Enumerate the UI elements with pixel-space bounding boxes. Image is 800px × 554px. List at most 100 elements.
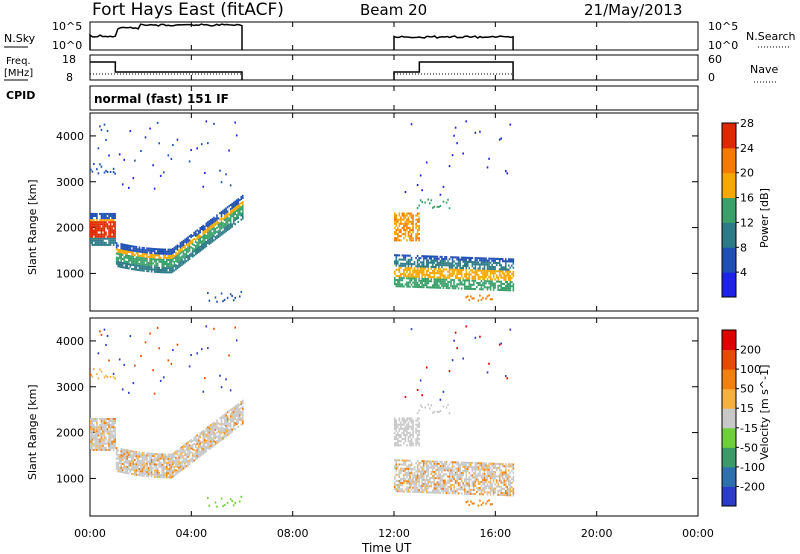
power-cell (415, 273, 417, 276)
velocity-cell (185, 452, 188, 455)
power-cell (463, 264, 466, 268)
velocity-cell (162, 457, 165, 460)
power-cell (448, 272, 451, 275)
velocity-cell (504, 473, 507, 476)
velocity-cell (447, 403, 449, 406)
power-cell (214, 236, 217, 239)
power-cell (129, 259, 132, 262)
velocity-cell (462, 357, 464, 360)
velocity-cell (100, 448, 103, 451)
velocity-cell (217, 434, 220, 437)
velocity-cell (118, 458, 121, 461)
velocity-cell (504, 483, 507, 486)
power-cell (112, 237, 115, 240)
velocity-cell (108, 426, 110, 429)
power-cell (457, 262, 460, 265)
velocity-cell (428, 462, 431, 465)
power-cell (204, 238, 206, 241)
velocity-cell (439, 491, 442, 494)
power-cell (117, 244, 119, 247)
velocity-cell (146, 454, 148, 457)
velocity-data (90, 325, 515, 508)
power-cell (159, 258, 162, 261)
velocity-cell (114, 438, 116, 441)
power-cell (204, 242, 206, 245)
velocity-cell (436, 487, 439, 490)
power-cell (99, 227, 101, 230)
velocity-cell (129, 449, 132, 453)
power-cell (489, 270, 492, 273)
power-cell (225, 219, 227, 222)
power-cell (96, 235, 98, 238)
power-cell (134, 159, 136, 162)
power-cell (216, 300, 218, 303)
velocity-cell (194, 450, 197, 453)
power-cell (445, 256, 448, 259)
power-cell (131, 257, 133, 260)
velocity-cell (444, 463, 446, 466)
velocity-cell (166, 455, 168, 458)
power-cell (153, 266, 156, 269)
velocity-cell (442, 473, 445, 476)
velocity-cell (153, 453, 156, 456)
velocity-cell (511, 469, 513, 472)
power-cell (395, 224, 398, 227)
velocity-cell (468, 482, 471, 485)
power-cell (409, 214, 411, 217)
velocity-cell (97, 438, 100, 441)
velocity-cell (450, 473, 452, 476)
velocity-cell (144, 464, 147, 467)
power-cell (433, 280, 436, 283)
velocity-cell (398, 473, 401, 476)
velocity-cell (416, 476, 419, 479)
power-cell (468, 287, 471, 290)
velocity-cell (132, 462, 135, 465)
power-cell (400, 264, 402, 267)
velocity-cell (131, 450, 133, 453)
power-cell (488, 259, 490, 262)
power-cell (468, 283, 471, 286)
power-cell (448, 280, 451, 283)
velocity-cell (103, 428, 106, 431)
power-cell (120, 259, 122, 262)
power-cell (146, 257, 148, 260)
power-cell (409, 275, 411, 278)
velocity-cell (498, 469, 501, 472)
velocity-cell (191, 454, 194, 457)
velocity-cell (489, 481, 492, 484)
velocity-cell (460, 473, 463, 477)
power-cell (129, 130, 132, 133)
velocity-cell (407, 474, 410, 477)
colorbar-frame (721, 329, 737, 507)
velocity-cell (404, 429, 407, 432)
velocity-cell (120, 458, 122, 461)
velocity-cell (506, 465, 509, 468)
power-cell (491, 267, 493, 271)
velocity-cell (156, 453, 159, 456)
power-cell (187, 238, 189, 241)
velocity-cell (485, 491, 487, 494)
power-cell (169, 256, 171, 259)
velocity-cell (428, 491, 431, 494)
velocity-cell (442, 475, 445, 478)
power-cell (187, 236, 189, 239)
velocity-cell (242, 420, 244, 423)
power-cell (94, 237, 97, 240)
velocity-cell (96, 436, 98, 439)
power-cell (109, 229, 112, 232)
power-cell (483, 271, 486, 274)
velocity-cell (409, 472, 411, 475)
power-cell (459, 273, 461, 276)
velocity-cell (447, 465, 449, 468)
power-cell (500, 270, 502, 273)
power-cell (204, 244, 206, 247)
power-cell (436, 278, 439, 281)
power-cell (482, 261, 484, 264)
velocity-cell (137, 467, 139, 470)
power-cell (111, 231, 113, 234)
power-cell (105, 233, 107, 236)
power-cell (415, 275, 417, 278)
velocity-cell (115, 465, 118, 468)
power-cell (129, 251, 132, 254)
